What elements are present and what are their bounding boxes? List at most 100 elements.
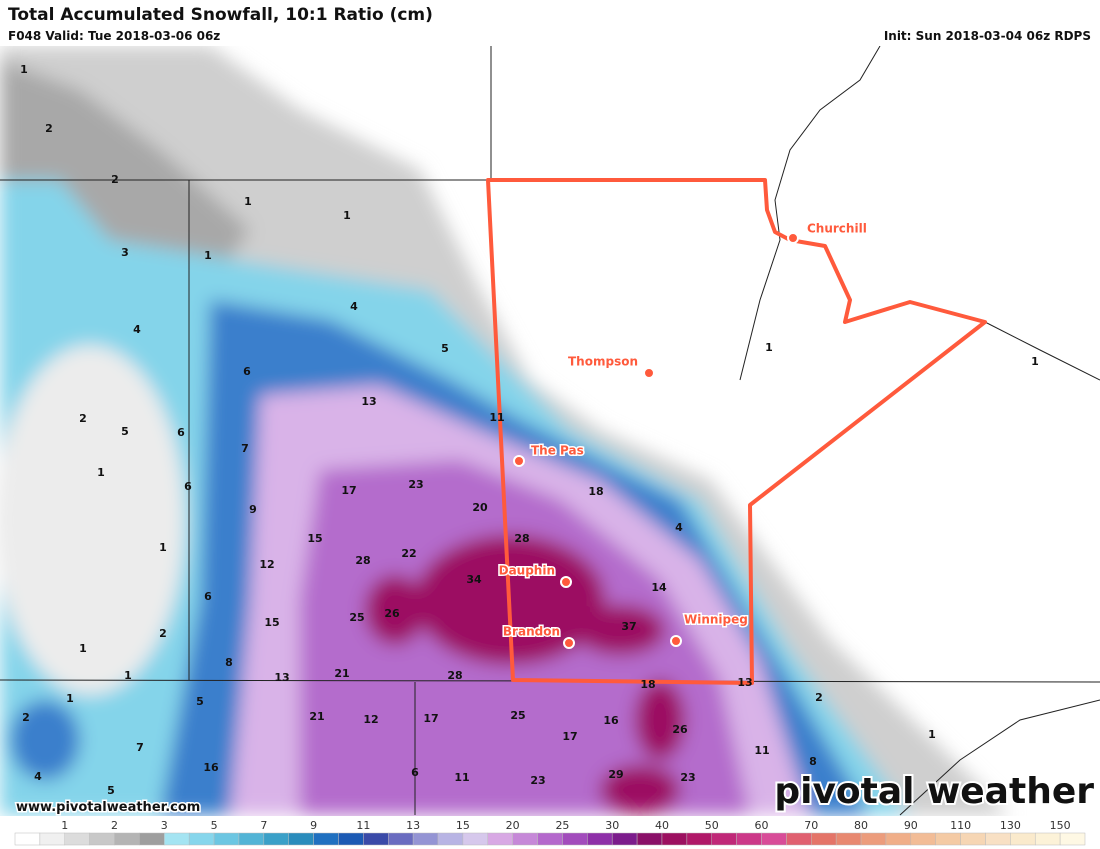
- value-label: 18: [640, 678, 655, 691]
- manitoba-outline: [486, 178, 987, 685]
- legend-swatch: [1034, 832, 1061, 846]
- legend-swatch: [562, 832, 588, 846]
- value-label: 23: [680, 771, 695, 784]
- value-label: 28: [514, 532, 529, 545]
- init-time: Init: Sun 2018-03-04 06z RDPS: [884, 29, 1091, 43]
- value-label: 20: [472, 501, 488, 514]
- legend-swatch: [960, 832, 986, 846]
- legend-swatch: [686, 832, 712, 846]
- value-label: 17: [423, 712, 438, 725]
- value-label: 1: [204, 249, 212, 262]
- legend-label: 50: [705, 819, 719, 832]
- city-label: Churchill: [807, 222, 867, 236]
- value-label: 6: [204, 590, 212, 603]
- value-label: 2: [79, 412, 87, 425]
- value-label: 2: [159, 627, 167, 640]
- value-label: 13: [361, 395, 376, 408]
- valid-time: F048 Valid: Tue 2018-03-06 06z: [8, 29, 220, 43]
- value-label: 1: [928, 728, 936, 741]
- value-label: 5: [441, 342, 449, 355]
- cities: Churchill Thompson The Pas Dauphin Brandon Wi…: [497, 220, 868, 649]
- value-label: 1: [97, 466, 105, 479]
- value-label: 1: [20, 63, 28, 76]
- value-label: 16: [203, 761, 219, 774]
- value-label: 11: [489, 411, 504, 424]
- value-label: 4: [34, 770, 42, 783]
- value-label: 6: [184, 480, 192, 493]
- value-label: 26: [672, 723, 688, 736]
- legend-label: 3: [161, 819, 168, 832]
- value-label: 1: [66, 692, 74, 705]
- legend-swatch: [213, 832, 240, 846]
- legend-swatch: [388, 832, 414, 846]
- value-label: 4: [133, 323, 141, 336]
- legend-swatch: [437, 832, 464, 846]
- value-label: 6: [177, 426, 185, 439]
- value-label: 25: [510, 709, 525, 722]
- value-label: 22: [401, 547, 416, 560]
- value-label: 11: [754, 744, 769, 757]
- city-label: Thompson: [568, 355, 638, 369]
- legend-label: 11: [356, 819, 370, 832]
- value-label: 2: [815, 691, 823, 704]
- legend-swatch: [537, 832, 563, 846]
- legend-swatch: [835, 832, 862, 846]
- value-label: 21: [334, 667, 349, 680]
- legend-label: 110: [950, 819, 971, 832]
- legend-swatch: [985, 832, 1011, 846]
- legend-swatch: [139, 832, 165, 846]
- legend-label: 13: [406, 819, 420, 832]
- legend-swatch: [114, 832, 140, 846]
- logo: pivotal weather: [774, 771, 1094, 812]
- value-label: 5: [196, 695, 204, 708]
- city-label: Winnipeg: [684, 613, 748, 627]
- legend-swatch: [238, 832, 265, 846]
- legend-swatch: [14, 832, 41, 846]
- value-label: 15: [307, 532, 322, 545]
- city-marker: [787, 232, 799, 244]
- value-label: 2: [45, 122, 53, 135]
- value-label: 18: [588, 485, 603, 498]
- legend-swatch: [288, 832, 314, 846]
- legend-label: 5: [211, 819, 218, 832]
- value-label: 17: [562, 730, 577, 743]
- legend-label: 15: [456, 819, 470, 832]
- value-label: 7: [136, 741, 144, 754]
- legend-swatch: [885, 832, 912, 846]
- value-label: 1: [124, 669, 132, 682]
- value-label: 28: [355, 554, 370, 567]
- value-label: 1: [79, 642, 87, 655]
- value-label: 14: [651, 581, 667, 594]
- value-label: 4: [675, 521, 683, 534]
- legend-label: 80: [854, 819, 868, 832]
- value-label: 1: [1031, 355, 1039, 368]
- snowfall-field: [0, 46, 1010, 815]
- legend-swatch: [39, 832, 66, 846]
- legend-swatch: [786, 832, 812, 846]
- legend-label: 70: [804, 819, 818, 832]
- value-label: 3: [121, 246, 129, 259]
- value-label: 12: [363, 713, 378, 726]
- value-label: 17: [341, 484, 356, 497]
- legend-swatch: [487, 832, 513, 846]
- value-label: 1: [244, 195, 252, 208]
- city-marker: [563, 637, 575, 649]
- legend-label: 40: [655, 819, 669, 832]
- legend-swatch: [64, 832, 90, 846]
- city-marker: [513, 455, 525, 467]
- value-label: 34: [466, 573, 482, 586]
- site-url: www.pivotalweather.com: [16, 800, 200, 815]
- legend-swatch: [811, 832, 837, 846]
- value-label: 7: [241, 442, 249, 455]
- legend-swatch: [338, 832, 364, 846]
- legend-swatch: [89, 832, 115, 846]
- value-label: 6: [243, 365, 251, 378]
- legend-swatch: [611, 832, 638, 846]
- legend-label: 60: [755, 819, 769, 832]
- legend-swatch: [164, 832, 190, 846]
- value-label: 11: [454, 771, 469, 784]
- legend-swatch: [711, 832, 737, 846]
- value-label: 5: [107, 784, 115, 797]
- value-label: 8: [809, 755, 817, 768]
